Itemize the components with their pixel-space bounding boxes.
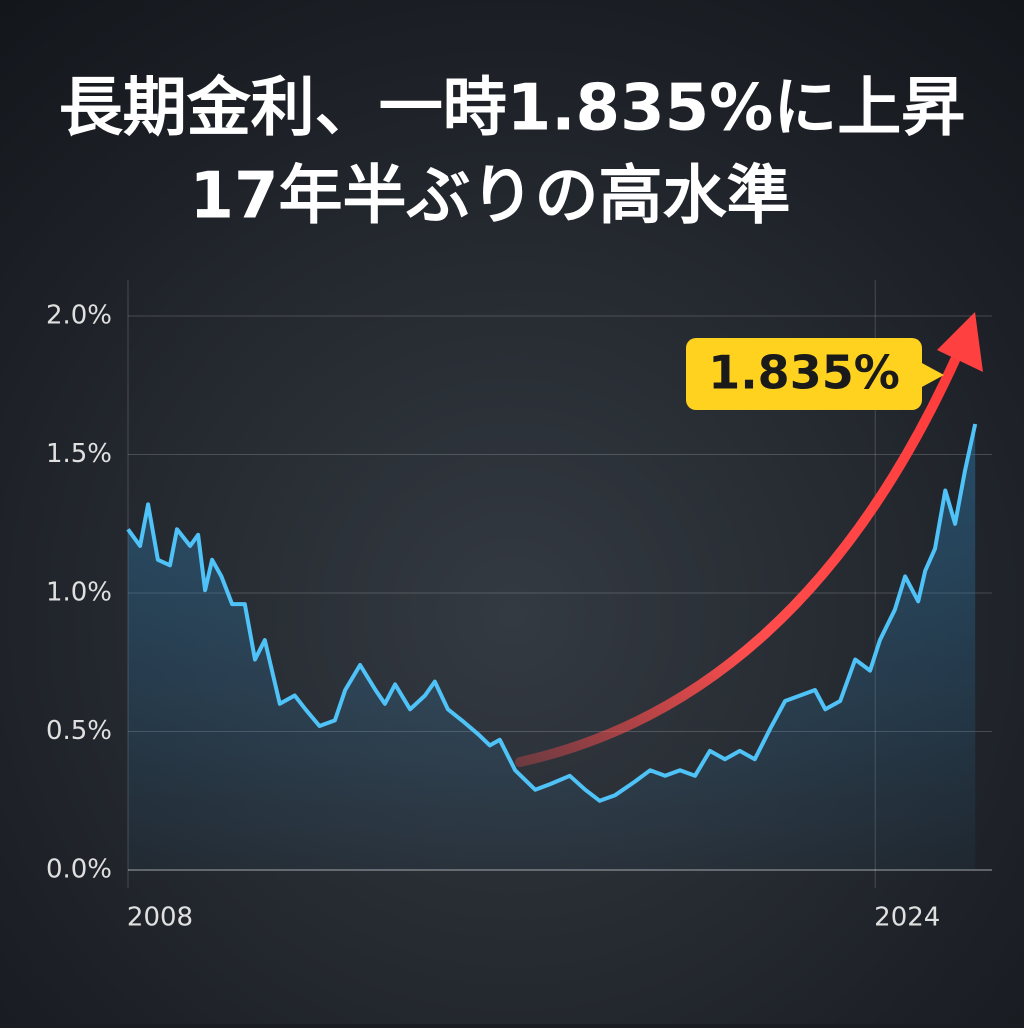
y-tick-label: 1.0% bbox=[46, 578, 112, 608]
annotation-box bbox=[686, 338, 922, 410]
trend-arrow bbox=[515, 355, 960, 767]
chart-subtitle: 17年半ぶりの高水準 bbox=[189, 160, 790, 234]
y-tick-label: 1.5% bbox=[46, 439, 112, 469]
annotation: 1.835% bbox=[708, 346, 900, 400]
y-tick-label: 0.0% bbox=[46, 855, 112, 885]
y-tick-label: 0.5% bbox=[46, 716, 112, 746]
line bbox=[126, 423, 978, 803]
x-tick-label: 2024 bbox=[874, 903, 940, 933]
annotation-pointer bbox=[920, 362, 944, 388]
chart-title: 長期金利、一時1.835%に上昇 bbox=[59, 72, 966, 146]
y-tick-label: 2.0% bbox=[46, 301, 112, 331]
line-area bbox=[128, 424, 976, 870]
arrow-head bbox=[937, 312, 983, 372]
x-tick-label: 2008 bbox=[127, 903, 193, 933]
